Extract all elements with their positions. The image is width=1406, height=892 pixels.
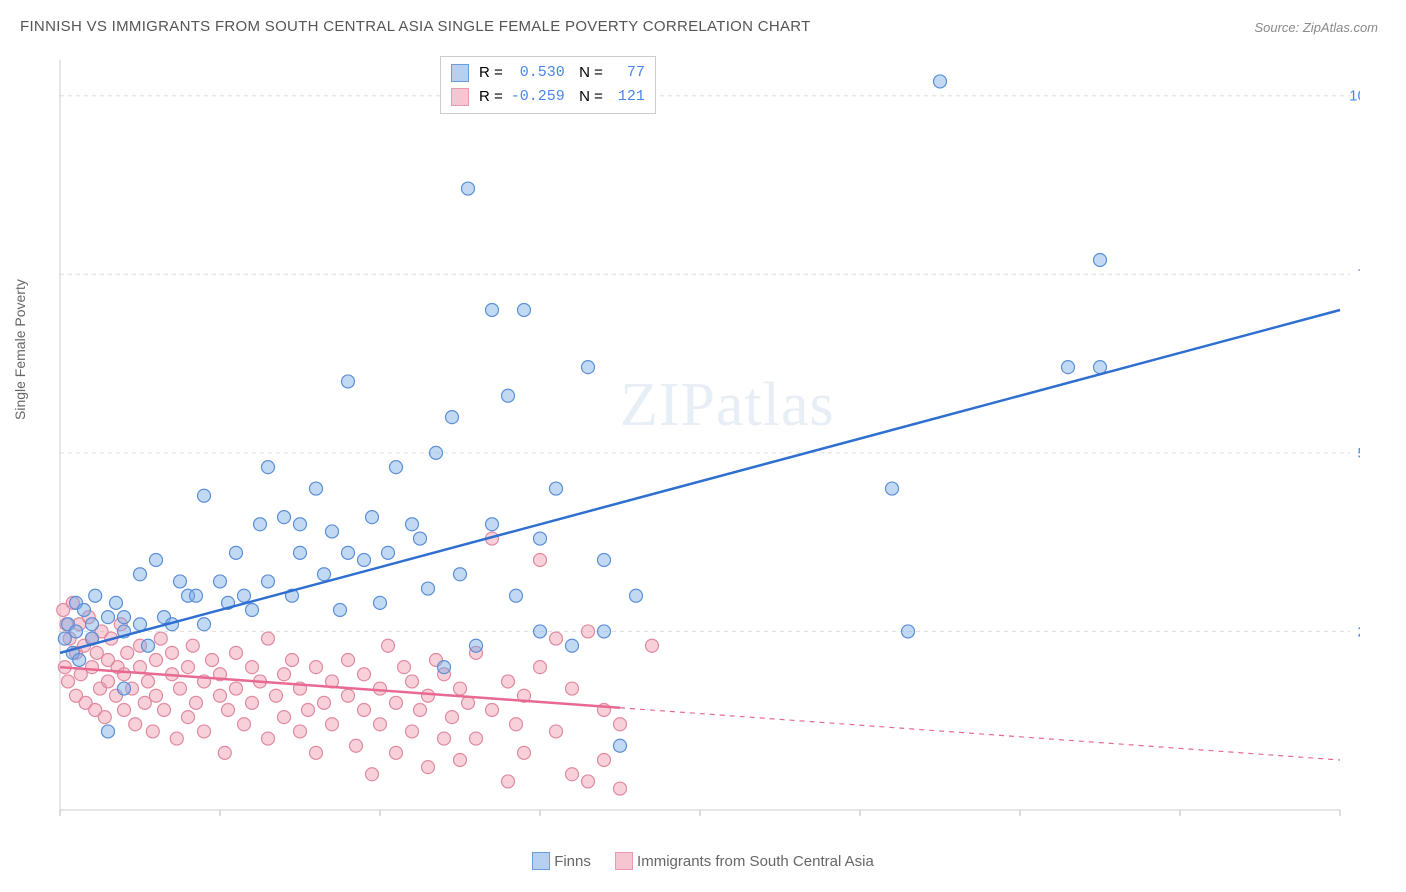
legend-row-series-1: R = -0.259 N = 121: [451, 85, 645, 109]
source-label: Source: ZipAtlas.com: [1254, 20, 1378, 35]
scatter-chart: 25.0% 50.0% 75.0% 100.0% 0.0% 80.0%: [50, 50, 1360, 820]
legend-item-1: Immigrants from South Central Asia: [615, 852, 874, 870]
y-axis-label: Single Female Poverty: [12, 279, 28, 420]
legend-item-0: Finns: [532, 852, 591, 870]
svg-text:75.0%: 75.0%: [1357, 266, 1360, 283]
svg-text:25.0%: 25.0%: [1357, 623, 1360, 640]
correlation-legend: R = 0.530 N = 77 R = -0.259 N = 121: [440, 56, 656, 114]
series-legend: Finns Immigrants from South Central Asia: [0, 852, 1406, 874]
legend-r-label: R =: [479, 85, 503, 109]
legend-swatch-0: [451, 64, 469, 82]
legend-r-label: R =: [479, 61, 503, 85]
svg-text:80.0%: 80.0%: [1297, 819, 1340, 820]
svg-text:100.0%: 100.0%: [1349, 88, 1360, 105]
legend-swatch-1: [451, 88, 469, 106]
svg-text:0.0%: 0.0%: [60, 819, 94, 820]
chart-title: FINNISH VS IMMIGRANTS FROM SOUTH CENTRAL…: [20, 18, 811, 35]
legend-swatch-1-icon: [615, 852, 633, 870]
legend-label-0: Finns: [554, 853, 591, 870]
legend-n-label: N =: [571, 85, 603, 109]
legend-label-1: Immigrants from South Central Asia: [637, 853, 874, 870]
legend-swatch-0-icon: [532, 852, 550, 870]
legend-row-series-0: R = 0.530 N = 77: [451, 61, 645, 85]
legend-n-label: N =: [571, 61, 603, 85]
scatter-plot-svg: 25.0% 50.0% 75.0% 100.0% 0.0% 80.0%: [50, 50, 1360, 820]
legend-r-value-1: -0.259: [509, 85, 565, 109]
legend-n-value-1: 121: [609, 85, 645, 109]
legend-r-value-0: 0.530: [509, 61, 565, 85]
legend-n-value-0: 77: [609, 61, 645, 85]
svg-text:50.0%: 50.0%: [1357, 445, 1360, 462]
